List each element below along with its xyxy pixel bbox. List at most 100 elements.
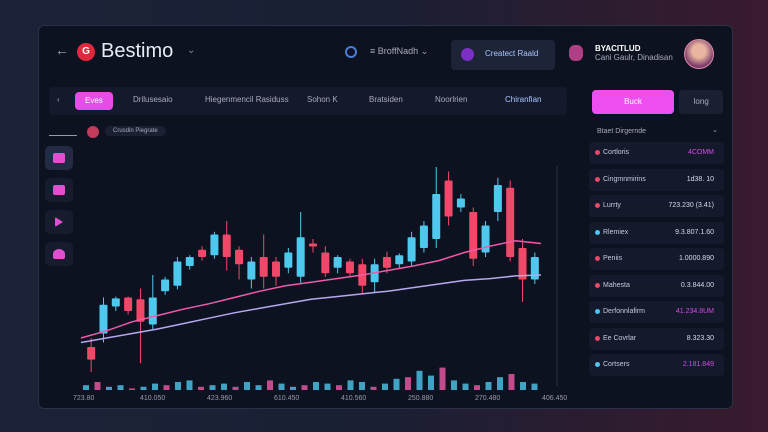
candle[interactable] (444, 180, 453, 217)
candle[interactable] (309, 243, 317, 247)
row-value: 1d38. 10 (686, 175, 714, 183)
candle[interactable] (469, 212, 478, 259)
network-icon[interactable] (345, 46, 357, 58)
volume-bar (370, 386, 377, 390)
tab-6[interactable]: Noorlrien (435, 95, 468, 104)
candle[interactable] (124, 297, 133, 312)
candle[interactable] (198, 249, 207, 257)
candle[interactable] (87, 347, 96, 360)
panel-row[interactable]: Cortsers 2.181.849 (589, 354, 724, 376)
asset-icon (87, 126, 99, 138)
candle[interactable] (222, 234, 231, 258)
tab-3[interactable]: Hiegenmencil Rasiduss (205, 95, 289, 104)
tab-5[interactable]: Bratsiden (369, 95, 403, 104)
candle[interactable] (185, 257, 194, 266)
candle[interactable] (419, 225, 428, 249)
candle[interactable] (432, 194, 441, 239)
user-info: BYACITLUD Cani Gaulr, Dinadisan (595, 44, 673, 62)
panel-row[interactable]: Cortloris 4COMM (589, 142, 724, 164)
candle[interactable] (210, 234, 219, 256)
account-icon (461, 48, 474, 61)
panel-row[interactable]: Cingmnmirins 1d38. 10 (589, 168, 724, 191)
candle[interactable] (321, 252, 330, 274)
tab-7[interactable]: Chiranfian (505, 95, 542, 104)
sidebar-item-wallet[interactable] (45, 178, 73, 202)
panel-row[interactable]: Lurrty 723.230 (3.41) (589, 195, 724, 217)
sidebar-item-play[interactable] (45, 210, 73, 234)
candle[interactable] (518, 248, 527, 280)
sidebar-item-support[interactable] (45, 242, 73, 266)
panel-row[interactable]: Ee Covrlar 8.323.30 (589, 327, 724, 350)
candle[interactable] (173, 261, 182, 286)
candle[interactable] (407, 237, 416, 262)
candle[interactable] (161, 279, 170, 292)
row-value: 41.234.8UM (675, 308, 714, 315)
status-dot-icon (595, 309, 600, 314)
candle[interactable] (259, 257, 268, 277)
panel-header[interactable]: Btaet Dirgernde ⌄ (589, 122, 724, 142)
candle[interactable] (345, 261, 354, 274)
candle[interactable] (99, 304, 108, 334)
volume-bar (497, 377, 503, 390)
volume-bar (186, 380, 193, 390)
candle[interactable] (136, 299, 145, 322)
tab-2[interactable]: Drilusesaio (133, 95, 173, 104)
panel-row[interactable]: Peniis 1.0000.890 (589, 248, 724, 270)
volume-bar (198, 386, 204, 390)
account-selector[interactable]: Createct Raald (451, 40, 555, 70)
buy-button[interactable]: Buck (592, 90, 674, 114)
candle[interactable] (111, 298, 120, 307)
menu-dropdown[interactable]: ≡ BroffNadh ⌄ (370, 46, 429, 56)
candle[interactable] (395, 255, 404, 265)
volume-bar (336, 385, 342, 390)
volume-bar (405, 377, 411, 390)
arrow-icon (49, 135, 77, 136)
chevron-left-icon[interactable]: ‹ (57, 95, 60, 104)
candle[interactable] (247, 261, 256, 280)
candle[interactable] (481, 225, 490, 253)
panel-row[interactable]: Rlemiex 9.3.807.1.60 (589, 221, 724, 244)
brand-name: Bestimo (101, 40, 174, 62)
candle[interactable] (272, 261, 281, 277)
volume-bar (117, 385, 124, 390)
candle[interactable] (456, 198, 465, 208)
candle[interactable] (493, 185, 502, 212)
chevron-down-icon[interactable]: ⌄ (187, 45, 196, 56)
panel-row[interactable]: Derfonnlafirm 41.234.8UM (589, 301, 724, 323)
volume-bar (140, 386, 147, 390)
back-arrow-icon[interactable]: ← (55, 42, 69, 58)
candle[interactable] (296, 237, 305, 277)
candle[interactable] (235, 249, 244, 265)
chevron-down-icon: ⌄ (712, 127, 718, 134)
volume-bar (175, 382, 181, 390)
row-value: 1.0000.890 (678, 255, 714, 262)
x-tick-label: 723.80 (73, 395, 95, 402)
tab-eves[interactable]: Eves (75, 92, 113, 110)
volume-bar (232, 386, 239, 390)
volume-bar (428, 375, 434, 390)
volume-bar (416, 370, 423, 390)
row-value: 9.3.807.1.60 (675, 228, 714, 236)
candle[interactable] (333, 257, 342, 268)
panel-row[interactable]: Mahesta 0.3.844.00 (589, 274, 724, 297)
sell-button[interactable]: Iong (679, 90, 723, 114)
candle[interactable] (506, 187, 515, 257)
volume-bar (221, 383, 227, 390)
candle[interactable] (284, 252, 293, 268)
status-dot-icon (595, 335, 600, 341)
candle[interactable] (530, 257, 539, 280)
candlestick-chart[interactable] (75, 136, 583, 392)
sidebar-item-chart[interactable] (45, 146, 73, 170)
tab-4[interactable]: Sohon K (307, 95, 338, 104)
row-label: Rlemiex (603, 228, 629, 236)
avatar[interactable] (684, 39, 714, 69)
row-label: Derfonnlafirm (603, 308, 646, 315)
x-tick-label: 423.960 (207, 395, 233, 402)
candle[interactable] (382, 257, 391, 268)
volume-bar (520, 382, 526, 390)
volume-bar (152, 383, 158, 390)
volume-bar (462, 383, 469, 390)
volume-bar (393, 378, 400, 390)
ma-fast-line (80, 240, 542, 339)
candle[interactable] (148, 297, 157, 325)
